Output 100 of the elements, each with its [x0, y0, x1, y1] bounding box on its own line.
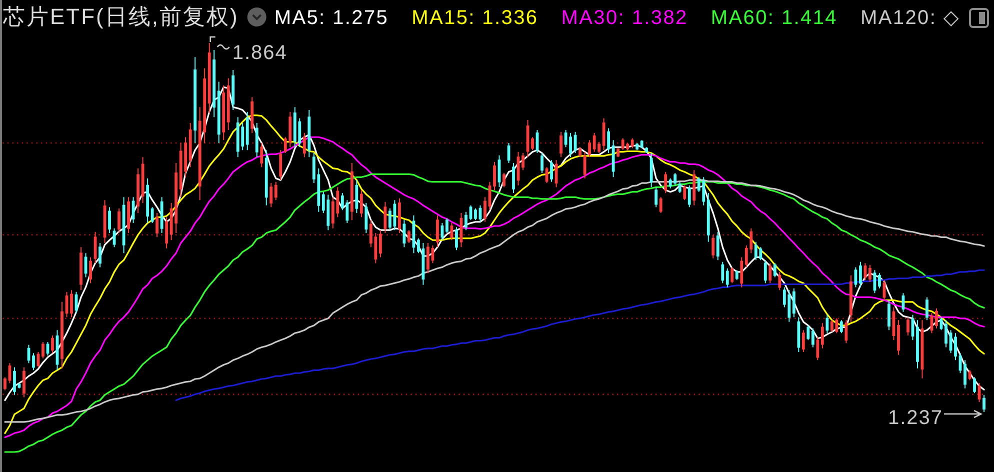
candlestick: [574, 131, 577, 154]
text: MA15: 1.336: [412, 7, 538, 29]
candlestick: [398, 198, 401, 234]
candlestick: [816, 336, 820, 361]
candlestick: [127, 196, 130, 234]
candlestick: [274, 181, 278, 201]
candlestick: [246, 111, 249, 151]
candlestick: [778, 271, 782, 291]
candlestick: [522, 152, 524, 171]
candlestick: [944, 320, 948, 348]
candlestick: [446, 218, 448, 234]
candlestick: [588, 140, 591, 158]
candlestick: [531, 136, 534, 151]
candlestick: [98, 242, 102, 268]
candlestick: [850, 274, 852, 322]
candlestick: [308, 110, 311, 158]
text: MA30: 1.382: [561, 7, 688, 29]
candlestick: [540, 152, 544, 174]
candlestick: [721, 261, 724, 284]
candlestick: [550, 160, 553, 182]
candlestick: [378, 230, 382, 258]
text: MA5: 1.275: [274, 7, 389, 29]
candlestick: [802, 330, 805, 352]
candlestick: [764, 260, 767, 284]
candlestick: [607, 128, 610, 154]
text: MA60: 1.414: [710, 7, 838, 29]
candlestick: [255, 122, 258, 158]
candlestick: [146, 178, 150, 224]
candlestick: [208, 42, 211, 114]
candlestick: [583, 151, 586, 179]
candlestick: [13, 366, 16, 396]
candlestick: [797, 316, 800, 352]
candlestick: [636, 142, 639, 151]
candlestick: [726, 268, 729, 288]
candlestick: [108, 206, 111, 234]
candlestick: [964, 360, 966, 389]
candlestick: [455, 226, 458, 251]
candlestick: [89, 256, 92, 284]
candlestick: [436, 214, 439, 248]
candlestick: [426, 242, 430, 274]
candlestick: [70, 290, 73, 318]
candlestick: [811, 328, 814, 348]
candlestick: [840, 320, 843, 334]
candlestick: [820, 322, 824, 349]
candlestick: [645, 146, 648, 154]
candlestick: [926, 296, 928, 321]
candlestick: [730, 266, 734, 284]
candlestick: [279, 150, 282, 181]
candlestick: [916, 320, 919, 369]
candlestick: [32, 352, 35, 371]
annotation: 1.864: [232, 42, 288, 64]
candlestick: [740, 256, 744, 288]
candlestick: [360, 190, 363, 218]
candlestick: [664, 171, 668, 194]
candlestick: [654, 186, 658, 208]
candlestick: [350, 162, 354, 221]
candlestick: [792, 288, 796, 318]
candlestick: [502, 172, 506, 188]
candlestick: [659, 196, 662, 214]
candlestick: [464, 211, 468, 231]
candlestick: [897, 320, 900, 356]
candlestick: [569, 132, 572, 158]
candlestick: [650, 152, 653, 188]
candlestick: [232, 70, 235, 111]
candlestick: [250, 96, 254, 134]
candlestick: [4, 376, 6, 391]
candlestick: [640, 140, 644, 149]
candlestick: [22, 366, 26, 398]
candlestick: [141, 156, 144, 204]
candlestick: [768, 262, 772, 284]
candlestick: [165, 216, 168, 249]
candlestick: [364, 202, 368, 234]
candlestick: [706, 192, 710, 242]
candlestick: [132, 196, 135, 224]
candlestick: [355, 180, 358, 214]
candlestick: [688, 184, 691, 208]
candlestick: [222, 84, 226, 141]
candlestick: [888, 300, 890, 331]
candlestick: [493, 161, 496, 191]
candlestick: [935, 308, 938, 329]
candlestick: [118, 208, 120, 234]
text: MA120: ◇: [860, 7, 960, 29]
candlestick: [260, 142, 264, 168]
annotation: 1.237: [888, 406, 944, 429]
candlestick: [806, 324, 810, 341]
candlestick: [270, 182, 273, 208]
candlestick: [384, 201, 387, 234]
candlestick: [150, 206, 154, 224]
candlestick: [678, 181, 682, 194]
candlestick: [474, 208, 477, 221]
candlestick: [716, 231, 720, 261]
candlestick: [982, 394, 986, 412]
candlestick: [692, 170, 696, 206]
candlestick: [160, 196, 164, 234]
candlestick: [712, 234, 715, 259]
chart-title: 芯片ETF(日线,前复权): [2, 4, 239, 29]
candlestick: [51, 334, 54, 354]
candlestick: [156, 212, 159, 238]
candlestick: [560, 131, 562, 158]
candlestick: [616, 148, 620, 158]
